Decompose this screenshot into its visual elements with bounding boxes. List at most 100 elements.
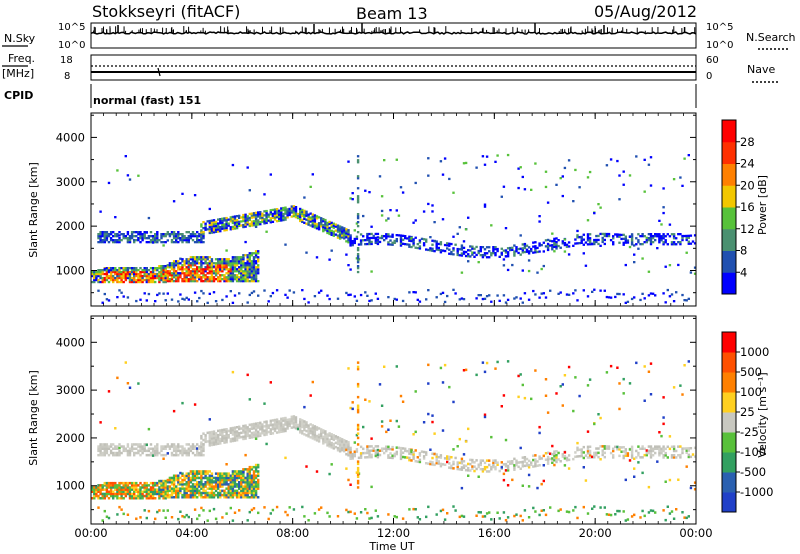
power-cell: [412, 242, 415, 245]
velocity-cell: [139, 490, 142, 493]
velocity-cell: [336, 446, 340, 450]
power-cell: [637, 239, 640, 242]
power-cell: [193, 235, 197, 238]
power-cell: [580, 241, 583, 244]
power-cell: [204, 276, 207, 279]
power-cell: [446, 242, 449, 245]
power-cell: [418, 300, 422, 303]
velocity-cell: [252, 481, 256, 484]
velocity-cell: [217, 487, 220, 490]
power-cell: [483, 254, 487, 257]
power-cell: [538, 250, 541, 253]
power-cell: [158, 265, 161, 268]
velocity-cell: [193, 445, 197, 448]
power-cell: [578, 236, 581, 239]
power-cell: [254, 219, 258, 222]
power-cell: [685, 236, 688, 240]
velocity-cell: [175, 487, 178, 490]
velocity-cell: [193, 470, 197, 473]
velocity-cell: [154, 484, 157, 487]
power-cell: [248, 222, 251, 226]
power-cell: [506, 247, 510, 250]
power-cell: [143, 274, 146, 278]
velocity-cell: [145, 486, 148, 489]
velocity-cell: [196, 491, 199, 495]
velocity-cell: [223, 439, 226, 442]
velocity-cell: [689, 486, 693, 490]
velocity-cell: [246, 428, 249, 431]
velocity-cell: [414, 460, 417, 463]
power-cell: [124, 155, 127, 158]
power-cell: [233, 270, 237, 273]
velocity-cell: [122, 445, 125, 448]
velocity-cell: [181, 447, 184, 450]
velocity-cell: [332, 436, 335, 439]
power-cell: [198, 262, 201, 265]
velocity-cell: [605, 445, 609, 448]
velocity-cell: [149, 488, 153, 491]
power-cell: [219, 262, 222, 265]
velocity-cell: [280, 417, 283, 421]
velocity-cell: [233, 491, 237, 495]
power-cell: [154, 272, 157, 276]
velocity-cell: [336, 438, 340, 441]
velocity-cell: [609, 451, 613, 455]
velocity-cell: [460, 461, 464, 465]
velocity-cell: [233, 481, 237, 484]
velocity-cell: [578, 394, 581, 398]
velocity-cell: [488, 459, 491, 462]
power-cell: [217, 266, 220, 269]
velocity-cell: [523, 456, 527, 459]
power-cell: [248, 276, 251, 279]
velocity-cell: [404, 447, 407, 450]
velocity-cell: [170, 516, 174, 519]
velocity-cell: [170, 445, 174, 448]
power-cell: [166, 264, 169, 267]
power-cell: [141, 276, 144, 280]
power-cell: [112, 269, 115, 272]
velocity-cell: [580, 454, 583, 458]
velocity-cell: [204, 496, 207, 499]
power-cell: [212, 280, 216, 283]
power-cell: [618, 241, 621, 244]
velocity-cell: [143, 449, 146, 453]
velocity-cell: [191, 493, 195, 497]
power-cell: [154, 239, 157, 242]
velocity-cell: [242, 429, 245, 432]
velocity-cell: [658, 447, 661, 451]
power-cell: [244, 264, 247, 267]
velocity-cell: [584, 479, 588, 482]
velocity-cell: [183, 493, 186, 497]
velocity-cell: [118, 484, 121, 487]
velocity-cell: [559, 460, 562, 463]
velocity-cell: [588, 449, 592, 453]
velocity-cell: [460, 466, 464, 469]
velocity-cell: [609, 364, 613, 368]
velocity-cell: [91, 490, 94, 493]
power-cell: [107, 299, 111, 302]
power-cell: [164, 280, 167, 284]
velocity-cell: [151, 447, 155, 450]
velocity-cell: [137, 382, 140, 385]
power-cell: [647, 163, 651, 166]
velocity-cell: [181, 472, 184, 475]
power-cell: [185, 231, 188, 234]
power-cell: [458, 248, 461, 251]
power-cell: [280, 215, 283, 218]
power-cell: [523, 250, 527, 254]
power-cell: [254, 280, 258, 283]
power-cell: [122, 295, 125, 298]
velocity-cell: [414, 449, 417, 452]
velocity-cell: [238, 483, 241, 486]
velocity-cell: [141, 447, 144, 450]
velocity-cell: [208, 431, 211, 434]
power-cell: [540, 292, 543, 295]
power-cell: [532, 241, 535, 244]
velocity-cell: [158, 509, 161, 512]
power-cell: [248, 270, 251, 273]
velocity-cell: [135, 484, 138, 487]
velocity-cell: [387, 456, 390, 459]
velocity-cell: [563, 457, 567, 460]
power-cell: [164, 267, 167, 270]
power-cell: [643, 235, 646, 238]
